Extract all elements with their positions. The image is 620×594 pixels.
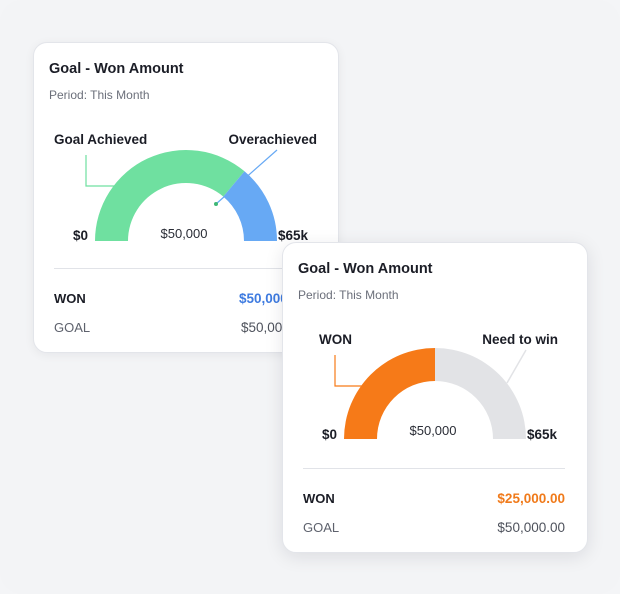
gauge-chart: WON Need to win $0 $65k $50,000 (319, 332, 558, 442)
divider (54, 268, 316, 269)
goal-label: GOAL (54, 320, 91, 335)
won-label: WON (303, 491, 335, 506)
goal-card-won: Goal - Won Amount Period: This Month WON… (282, 242, 588, 553)
goal-value: $50,000.00 (497, 520, 565, 535)
card-period: Period: This Month (49, 88, 150, 102)
goal-label: GOAL (303, 520, 340, 535)
overachieved-arc (223, 171, 277, 241)
gauge-chart: Goal Achieved Overachieved $0 $65k $50,0… (54, 132, 317, 243)
need-to-win-label: Need to win (482, 332, 558, 347)
card-title: Goal - Won Amount (298, 261, 433, 277)
center-value: $50,000 (161, 226, 208, 241)
goal-marker-dot (214, 202, 218, 206)
won-gauge-label: WON (319, 332, 352, 347)
won-label: WON (54, 291, 86, 306)
card-title: Goal - Won Amount (49, 61, 184, 77)
won-value: $25,000.00 (497, 491, 565, 506)
won-leader-line (334, 355, 366, 387)
overachieved-label: Overachieved (228, 132, 317, 147)
need-to-win-arc (435, 348, 526, 439)
max-label: $65k (527, 427, 558, 442)
need-to-win-leader-line (506, 349, 527, 384)
won-arc (344, 348, 435, 439)
achieved-arc (95, 150, 245, 241)
goal-achieved-leader-line (85, 155, 117, 187)
card-period: Period: This Month (298, 288, 399, 302)
min-label: $0 (322, 427, 337, 442)
divider (303, 468, 565, 469)
goal-achieved-label: Goal Achieved (54, 132, 147, 147)
center-value: $50,000 (410, 423, 457, 438)
min-label: $0 (73, 228, 88, 243)
goal-card-achieved: Goal - Won Amount Period: This Month Goa… (33, 42, 339, 353)
max-label: $65k (278, 228, 309, 243)
